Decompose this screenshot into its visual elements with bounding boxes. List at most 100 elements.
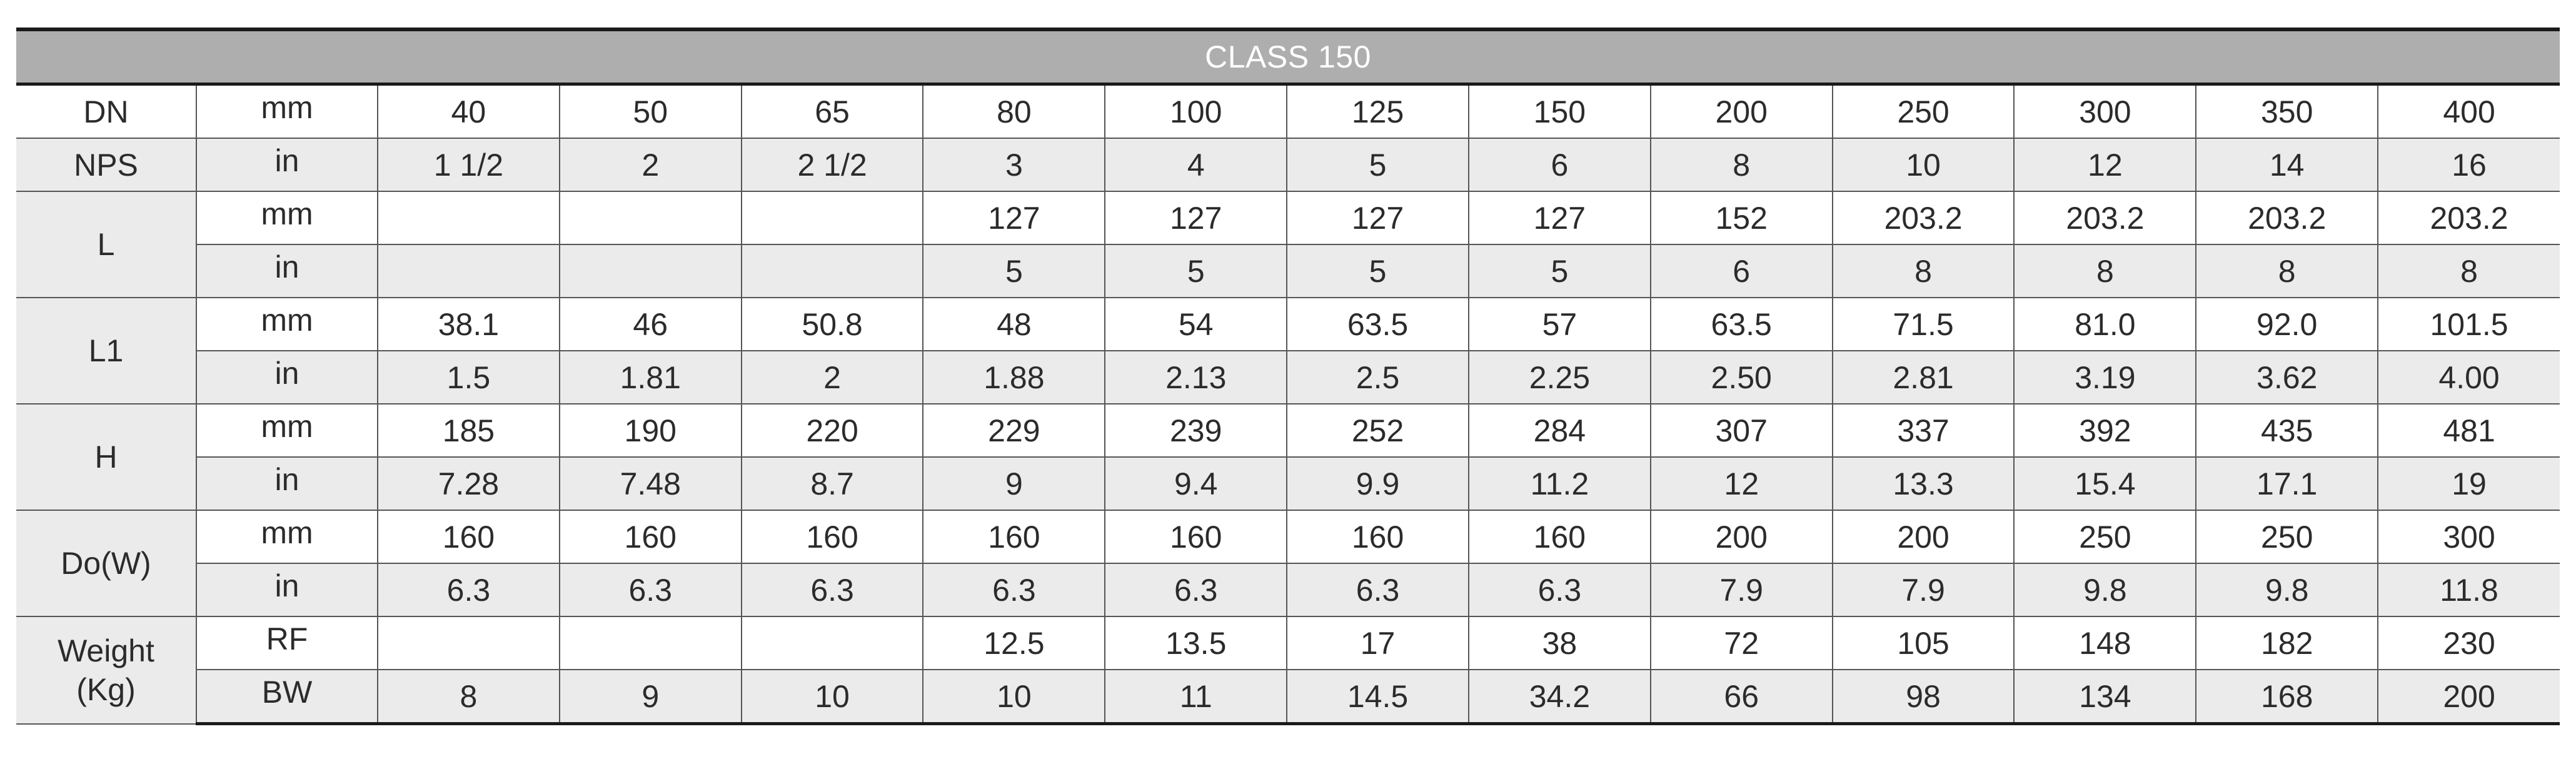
value-cell [558,616,742,670]
value-cell: 2 [740,350,924,405]
table-row: DN mm 40 50 65 80 100 125 150 200 250 300 350 400 [16,83,2560,139]
value-cell: 350 [2195,83,2379,139]
value-cell: 101.5 [2377,297,2560,351]
value-cell: 6.3 [558,563,742,617]
value-cell: 229 [922,403,1106,458]
value-cell: 8 [2195,244,2379,298]
value-cell: 63.5 [1649,297,1833,351]
value-cell: 6.3 [377,563,560,617]
unit-cell: RF [196,616,378,670]
value-cell: 8 [2013,244,2197,298]
table-title: CLASS 150 [16,28,2560,86]
value-cell [377,191,560,245]
table-row: Do(W) mm 160 160 160 160 160 160 160 200 200 250 250… [16,510,2560,617]
value-cell: 1 1/2 [377,138,560,192]
value-cell: 4.00 [2377,350,2560,405]
value-cell: 284 [1467,403,1651,458]
row-label: L [16,191,197,298]
value-cell: 8 [1831,244,2015,298]
value-cell: 160 [377,510,560,564]
spec-table: CLASS 150 DN mm 40 50 65 80 100 125 150 200 250 300… [16,28,2560,725]
table-body: DN mm 40 50 65 80 100 125 150 200 250 300 350 400 NPS i… [16,83,2560,725]
value-cell: 6.3 [1286,563,1469,617]
value-cell: 250 [2013,510,2197,564]
value-cell: 200 [1649,83,1833,139]
value-cell: 160 [1467,510,1651,564]
value-cell: 148 [2013,616,2197,670]
value-cell: 435 [2195,403,2379,458]
value-cell: 1.88 [922,350,1106,405]
value-cell: 8 [1649,138,1833,192]
value-cell [740,616,924,670]
value-cell: 9.8 [2195,563,2379,617]
value-cell: 12.5 [922,616,1106,670]
value-cell: 4 [1104,138,1288,192]
value-cell: 9.4 [1104,456,1288,511]
spec-table-container: CLASS 150 DN mm 40 50 65 80 100 125 150 200 250 300… [16,28,2560,725]
value-cell: 8.7 [740,456,924,511]
value-cell: 71.5 [1831,297,2015,351]
value-cell: 203.2 [2013,191,2197,245]
unit-cell: mm [196,83,378,139]
value-cell: 92.0 [2195,297,2379,351]
value-cell: 160 [922,510,1106,564]
value-cell: 98 [1831,669,2015,725]
value-cell: 337 [1831,403,2015,458]
value-cell: 7.9 [1649,563,1833,617]
value-cell: 9.8 [2013,563,2197,617]
row-label-text: Weight [58,633,154,668]
value-cell: 481 [2377,403,2560,458]
value-cell: 3.62 [2195,350,2379,405]
value-cell: 6 [1467,138,1651,192]
value-cell: 190 [558,403,742,458]
value-cell: 160 [740,510,924,564]
value-cell: 81.0 [2013,297,2197,351]
value-cell: 300 [2013,83,2197,139]
value-cell: 10 [740,669,924,725]
row-label-text: L1 [88,333,124,368]
value-cell: 66 [1649,669,1833,725]
unit-cell: in [196,563,378,617]
row-label: Weight (Kg) [16,616,197,725]
unit-cell: in [196,350,378,405]
value-cell: 185 [377,403,560,458]
value-cell [558,244,742,298]
row-label-text: NPS [74,147,138,183]
value-cell: 2.5 [1286,350,1469,405]
value-cell: 2 1/2 [740,138,924,192]
value-cell: 6.3 [740,563,924,617]
unit-cell: mm [196,297,378,351]
value-cell [558,191,742,245]
value-cell: 13.3 [1831,456,2015,511]
value-cell: 54 [1104,297,1288,351]
value-cell: 200 [1649,510,1833,564]
value-cell: 203.2 [2377,191,2560,245]
row-label: L1 [16,297,197,405]
value-cell: 2 [558,138,742,192]
value-cell: 38 [1467,616,1651,670]
row-label-text: Do(W) [61,546,151,581]
value-cell: 392 [2013,403,2197,458]
value-cell [377,244,560,298]
value-cell: 203.2 [2195,191,2379,245]
value-cell: 150 [1467,83,1651,139]
value-cell: 72 [1649,616,1833,670]
value-cell: 3.19 [2013,350,2197,405]
value-cell: 80 [922,83,1106,139]
value-cell: 8 [377,669,560,725]
value-cell: 160 [1104,510,1288,564]
value-cell: 5 [922,244,1106,298]
value-cell: 252 [1286,403,1469,458]
value-cell: 13.5 [1104,616,1288,670]
value-cell: 11.8 [2377,563,2560,617]
value-cell: 400 [2377,83,2560,139]
row-label: H [16,403,197,511]
value-cell: 50 [558,83,742,139]
row-label: DN [16,83,197,139]
value-cell: 182 [2195,616,2379,670]
row-label-text: DN [83,94,129,129]
unit-cell: mm [196,510,378,564]
table-title-row: CLASS 150 [16,28,2560,86]
